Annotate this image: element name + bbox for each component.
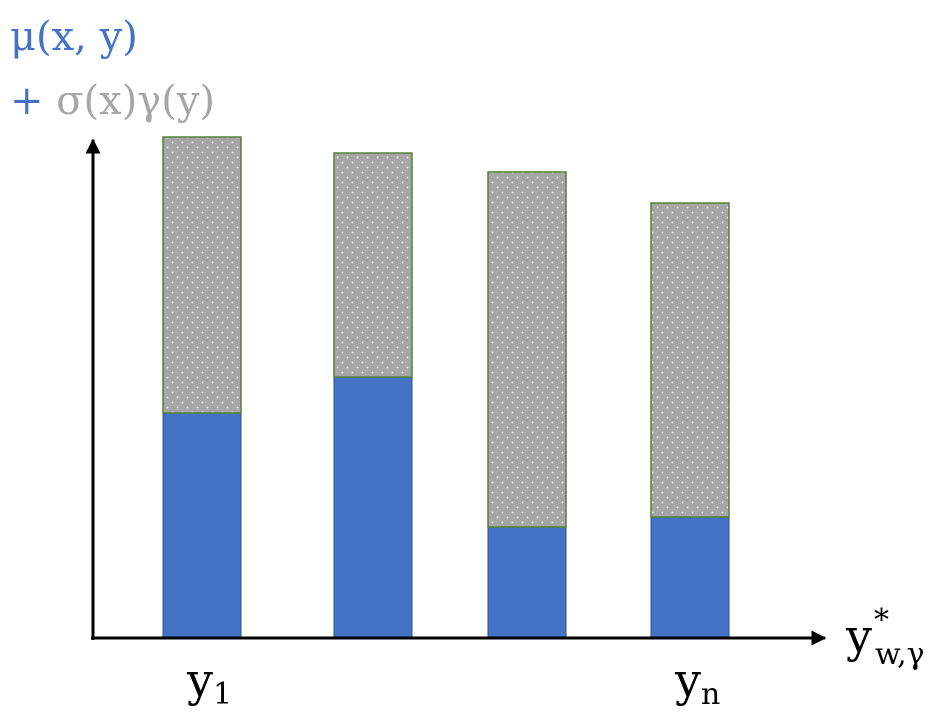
y-axis-label-mu: μ(x, y) [10, 14, 138, 60]
tick-label-sub-4: n [701, 677, 720, 712]
tick-label-base-1: y [186, 653, 213, 707]
x-axis-label-sub: w,γ [875, 637, 925, 672]
bar-mu-2 [333, 376, 413, 638]
x-axis-label-main: y [845, 609, 872, 663]
x-axis-label: y* w,γ [845, 603, 925, 672]
tick-labels-group: y1 yn [186, 653, 720, 712]
tick-label-sub-1: 1 [213, 677, 232, 712]
bar-mu-3 [487, 526, 567, 638]
bar-sigma-1 [162, 136, 242, 414]
bar-mu-4 [650, 516, 730, 638]
tick-label-1: y1 [186, 653, 232, 712]
tick-label-base-4: y [674, 653, 701, 707]
y-axis-label-plus: + [10, 78, 56, 124]
bars-group [162, 136, 730, 638]
y-axis-label-sigma-term: σ(x)γ(y) [56, 78, 215, 124]
bar-sigma-2 [333, 152, 413, 378]
tick-label-4: yn [674, 653, 720, 712]
x-axis-label-sup: * [874, 603, 889, 638]
y-axis-label-sigma: + σ(x)γ(y) [10, 78, 215, 124]
bar-sigma-3 [487, 171, 567, 528]
bar-mu-1 [162, 412, 242, 638]
bar-sigma-4 [650, 202, 730, 518]
